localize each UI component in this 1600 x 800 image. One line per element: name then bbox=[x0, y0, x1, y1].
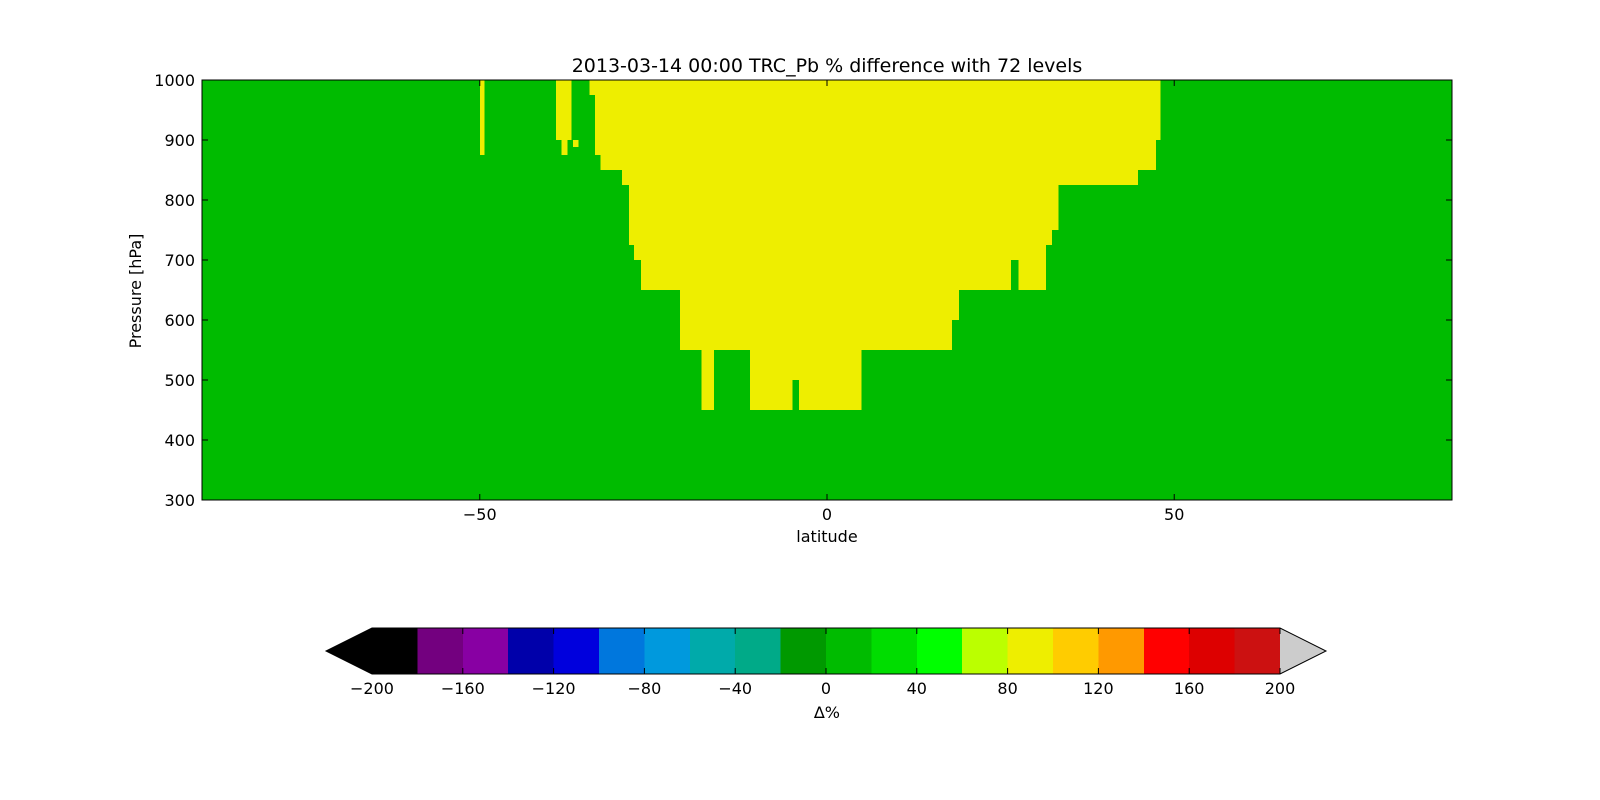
colorbar-bins bbox=[372, 628, 1281, 674]
y-tick-label: 600 bbox=[164, 311, 195, 330]
colorbar-bin-16 bbox=[1098, 628, 1145, 674]
y-tick-label: 700 bbox=[164, 251, 195, 270]
colorbar-bin-15 bbox=[1053, 628, 1099, 674]
colorbar-bin-19 bbox=[1234, 628, 1281, 674]
heatmap-cell-10 bbox=[629, 185, 1059, 230]
heatmap-cell-12 bbox=[633, 245, 1046, 260]
y-tick-label: 1000 bbox=[154, 71, 195, 90]
colorbar-bin-17 bbox=[1143, 628, 1190, 674]
colorbar-bin-10 bbox=[826, 628, 872, 674]
heatmap-cell-0 bbox=[479, 80, 485, 155]
y-tick-label: 400 bbox=[164, 431, 195, 450]
y-tick-label: 500 bbox=[164, 371, 195, 390]
colorbar-bin-9 bbox=[780, 628, 827, 674]
chart-title: 2013-03-14 00:00 TRC_Pb % difference wit… bbox=[572, 55, 1083, 77]
x-tick-label: −50 bbox=[463, 505, 497, 524]
heatmap-cell-6 bbox=[595, 140, 1157, 155]
colorbar-tick-label: −200 bbox=[350, 679, 394, 698]
heatmap-cell-3 bbox=[572, 140, 579, 148]
heatmap-cell-5 bbox=[595, 80, 1161, 140]
colorbar-bin-14 bbox=[1007, 628, 1054, 674]
colorbar-bin-3 bbox=[508, 628, 554, 674]
heatmap-cell-9 bbox=[1118, 170, 1121, 185]
colorbar-ticks: −200 −160 −120 −80 −40 0 40 80 120 160 200 bbox=[350, 628, 1295, 698]
colorbar-bin-13 bbox=[962, 628, 1008, 674]
colorbar-tick-label: 160 bbox=[1174, 679, 1205, 698]
colorbar-tick-label: 0 bbox=[821, 679, 831, 698]
heatmap-cell-19 bbox=[792, 350, 800, 380]
colorbar-bin-0 bbox=[372, 628, 418, 674]
colorbar: −200 −160 −120 −80 −40 0 40 80 120 160 200 ∆% bbox=[324, 627, 1328, 722]
heatmap-cell-11 bbox=[629, 230, 1052, 245]
colorbar-tick-label: −40 bbox=[718, 679, 752, 698]
heatmap-cell-15 bbox=[679, 290, 959, 320]
y-axis: 300 400 500 600 700 800 900 1000 bbox=[154, 71, 1452, 510]
colorbar-tick-label: −120 bbox=[532, 679, 576, 698]
heatmap-plot-area bbox=[201, 79, 1453, 501]
x-axis: −50 0 50 bbox=[463, 80, 1184, 524]
y-tick-label: 800 bbox=[164, 191, 195, 210]
colorbar-tick-label: 80 bbox=[997, 679, 1017, 698]
heatmap-cell-14 bbox=[1018, 260, 1046, 290]
colorbar-tick-label: 40 bbox=[907, 679, 927, 698]
colorbar-bin-11 bbox=[871, 628, 918, 674]
colorbar-tick-label: 120 bbox=[1083, 679, 1114, 698]
x-axis-label: latitude bbox=[796, 527, 857, 546]
colorbar-label: ∆% bbox=[813, 703, 840, 722]
x-tick-label: 0 bbox=[822, 505, 832, 524]
heatmap-cell-8 bbox=[622, 170, 1139, 185]
heatmap-cell-17 bbox=[701, 350, 714, 410]
heatmap-cell-18 bbox=[749, 350, 793, 410]
heatmap-cells bbox=[479, 80, 1161, 410]
colorbar-bin-7 bbox=[689, 628, 736, 674]
colorbar-bin-1 bbox=[417, 628, 464, 674]
colorbar-tick-label: −80 bbox=[628, 679, 662, 698]
y-axis-label: Pressure [hPa] bbox=[126, 234, 145, 349]
heatmap-cell-1 bbox=[556, 80, 572, 140]
heatmap-cell-16 bbox=[679, 320, 952, 350]
colorbar-bin-4 bbox=[553, 628, 600, 674]
y-tick-label: 300 bbox=[164, 491, 195, 510]
colorbar-tick-label: 200 bbox=[1265, 679, 1296, 698]
heatmap-cell-7 bbox=[600, 155, 1157, 170]
colorbar-over-extension bbox=[1280, 628, 1326, 674]
colorbar-bin-2 bbox=[462, 628, 509, 674]
colorbar-bin-6 bbox=[644, 628, 691, 674]
heatmap-cell-20 bbox=[799, 350, 862, 410]
colorbar-tick-label: −160 bbox=[441, 679, 485, 698]
colorbar-bin-5 bbox=[599, 628, 645, 674]
heatmap-cell-4 bbox=[589, 80, 596, 95]
colorbar-bin-18 bbox=[1189, 628, 1235, 674]
colorbar-bin-8 bbox=[735, 628, 781, 674]
x-tick-label: 50 bbox=[1164, 505, 1184, 524]
heatmap-cell-2 bbox=[561, 140, 568, 155]
colorbar-under-extension bbox=[326, 628, 372, 674]
heatmap-cell-13 bbox=[640, 260, 1012, 290]
colorbar-bin-12 bbox=[916, 628, 963, 674]
y-tick-label: 900 bbox=[164, 131, 195, 150]
